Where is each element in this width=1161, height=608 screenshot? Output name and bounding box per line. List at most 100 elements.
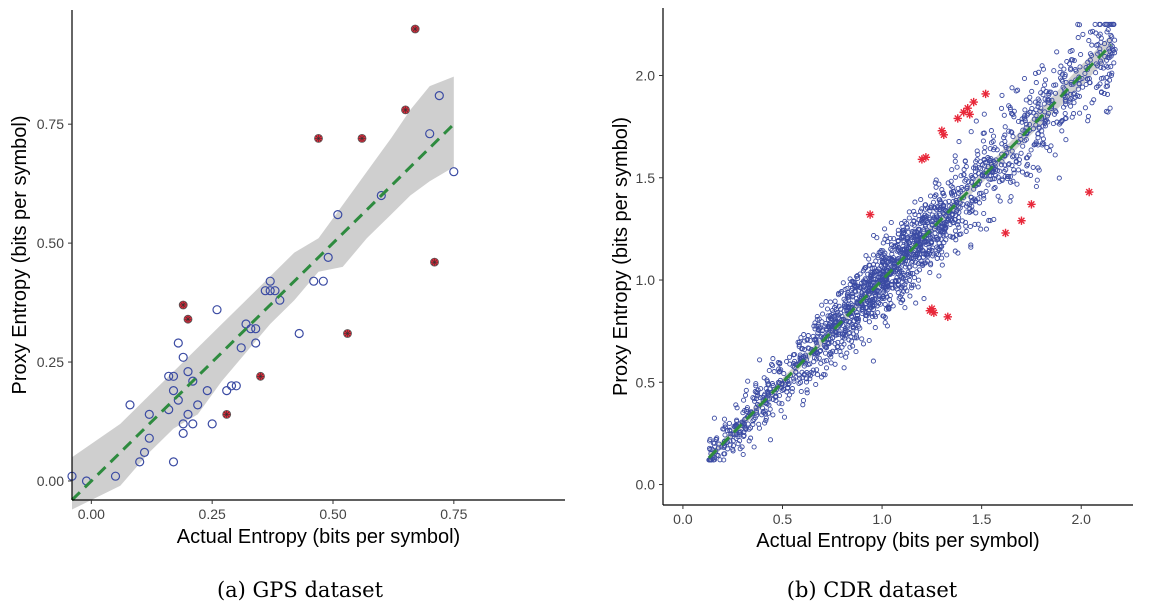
cdr-point <box>968 179 975 185</box>
cdr-point <box>1019 169 1026 175</box>
gps-point <box>188 376 198 386</box>
cdr-outlier-point <box>1001 228 1010 238</box>
cdr-point <box>900 270 906 276</box>
cdr-point <box>1009 85 1015 91</box>
cdr-point <box>819 374 825 380</box>
cdr-point <box>950 198 956 204</box>
cdr-point <box>1021 75 1028 82</box>
cdr-point <box>836 303 842 309</box>
cdr-point <box>838 310 844 316</box>
cdr-point <box>750 421 756 427</box>
cdr-point <box>912 199 918 205</box>
cdr-point <box>968 173 974 179</box>
cdr-point <box>922 260 929 266</box>
cdr-point <box>858 283 864 289</box>
gps-y-tick-label: 0.25 <box>37 354 64 370</box>
cdr-point <box>1010 178 1016 184</box>
cdr-point <box>876 266 882 272</box>
cdr-point <box>929 212 935 218</box>
cdr-point <box>850 323 856 330</box>
cdr-point <box>876 300 882 306</box>
cdr-point <box>961 172 967 178</box>
cdr-point <box>802 338 808 344</box>
cdr-point <box>886 296 892 302</box>
cdr-outlier-point <box>981 89 990 99</box>
cdr-point <box>1026 121 1033 128</box>
cdr-point <box>905 234 911 241</box>
cdr-point <box>1029 105 1035 112</box>
cdr-point <box>781 414 788 420</box>
cdr-point <box>1020 127 1026 133</box>
gps-outlier-point <box>357 133 367 143</box>
cdr-point <box>1007 106 1014 113</box>
cdr-point <box>1051 111 1058 117</box>
cdr-point <box>873 293 879 299</box>
cdr-point <box>1008 194 1014 200</box>
gps-x-tick-label: 0.50 <box>319 506 346 522</box>
cdr-outlier-point <box>963 104 972 113</box>
cdr-point <box>876 288 882 294</box>
cdr-point <box>963 177 969 183</box>
cdr-point <box>905 269 911 275</box>
cdr-point <box>807 376 813 382</box>
cdr-point <box>722 432 728 438</box>
cdr-point <box>968 244 974 250</box>
cdr-point <box>765 391 771 397</box>
gps-point <box>183 367 193 377</box>
cdr-point <box>1042 82 1048 88</box>
cdr-point <box>939 249 945 255</box>
cdr-point <box>763 400 769 407</box>
cdr-point <box>901 260 908 267</box>
cdr-point <box>769 361 775 367</box>
cdr-point <box>814 356 820 362</box>
cdr-point <box>799 346 805 352</box>
cdr-point <box>953 237 959 243</box>
cdr-point <box>1106 46 1112 52</box>
cdr-point <box>952 228 958 234</box>
cdr-point <box>761 375 767 381</box>
cdr-point <box>757 357 763 363</box>
cdr-point <box>804 390 810 396</box>
cdr-point <box>786 354 793 360</box>
cdr-point <box>941 193 947 199</box>
cdr-point <box>770 363 776 369</box>
cdr-point <box>813 381 819 388</box>
cdr-point <box>919 247 925 253</box>
cdr-point <box>1057 69 1063 75</box>
cdr-point <box>937 199 944 205</box>
cdr-x-tick-label: 1.5 <box>972 511 992 527</box>
cdr-point <box>814 316 820 323</box>
cdr-point <box>935 228 941 234</box>
cdr-point <box>801 363 807 369</box>
gps-point <box>333 210 343 220</box>
gps-point <box>168 371 179 381</box>
cdr-point <box>1069 48 1075 54</box>
cdr-point <box>1011 153 1017 159</box>
cdr-point <box>845 294 852 300</box>
cdr-point <box>814 372 821 378</box>
gps-y-axis-title: Proxy Entropy (bits per symbol) <box>9 116 31 395</box>
cdr-point <box>1010 134 1016 140</box>
cdr-point <box>822 350 829 356</box>
cdr-point <box>978 226 984 232</box>
cdr-point <box>776 400 782 406</box>
cdr-point <box>900 230 906 236</box>
cdr-point <box>1059 128 1065 134</box>
cdr-point <box>1038 90 1044 96</box>
cdr-x-axis-title: Actual Entropy (bits per symbol) <box>756 530 1039 552</box>
cdr-point <box>853 295 860 301</box>
cdr-point <box>844 350 850 356</box>
cdr-point <box>790 352 797 358</box>
cdr-point <box>1078 51 1084 58</box>
cdr-point <box>802 352 809 358</box>
gps-outlier-point <box>178 300 188 310</box>
cdr-point <box>740 451 746 458</box>
cdr-point <box>1097 31 1103 37</box>
cdr-point <box>943 225 949 231</box>
cdr-point <box>875 310 881 316</box>
cdr-point <box>889 285 895 291</box>
cdr-point <box>1109 43 1115 49</box>
cdr-point <box>866 319 872 325</box>
cdr-point <box>847 281 853 287</box>
